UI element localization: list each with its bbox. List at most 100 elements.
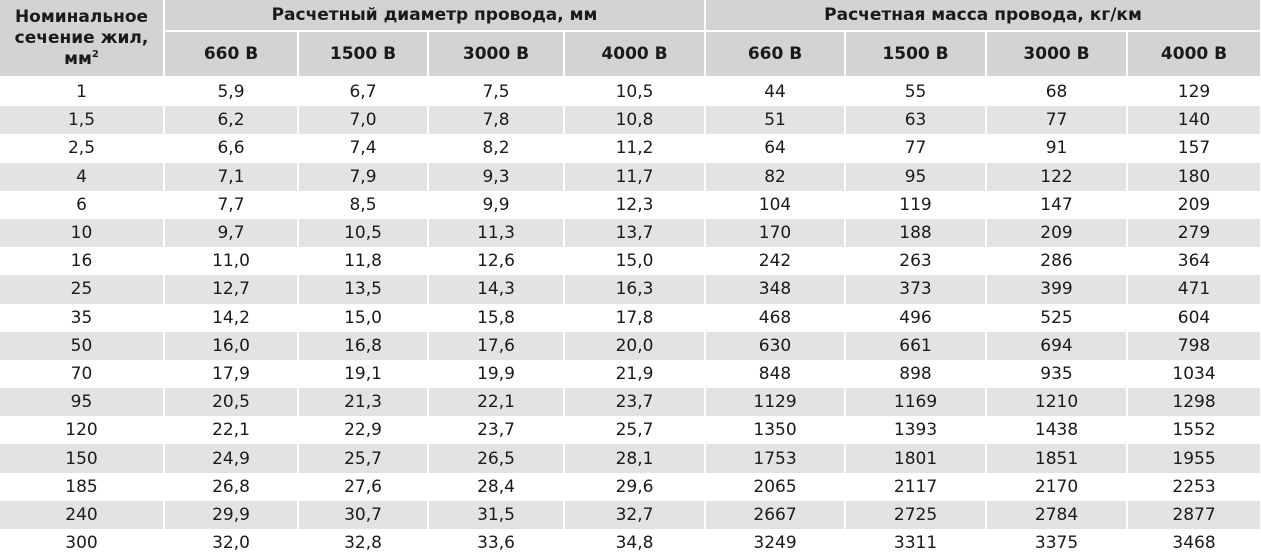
- diameter-cell: 14,3: [428, 275, 565, 304]
- mass-cell: 1552: [1127, 416, 1261, 445]
- diameter-voltage-header: 4000 В: [564, 31, 707, 78]
- table-row: 95 20,5 21,3 22,1 23,7 1129 1169 1210 1298: [0, 388, 1261, 417]
- table-row: 120 22,1 22,9 23,7 25,7 1350 1393 1438 1552: [0, 416, 1261, 445]
- mass-cell: 1210: [986, 388, 1129, 417]
- diameter-cell: 17,6: [428, 331, 565, 360]
- section-cell: 10: [0, 218, 165, 248]
- section-cell: 50: [0, 331, 165, 360]
- diameter-cell: 10,8: [564, 106, 707, 135]
- mass-cell: 3468: [1127, 529, 1261, 557]
- section-cell: 6: [0, 190, 165, 219]
- table-row: 50 16,0 16,8 17,6 20,0 630 661 694 798: [0, 331, 1261, 360]
- section-cell: 1,5: [0, 106, 165, 135]
- mass-cell: 1034: [1127, 359, 1261, 389]
- table-row: 16 11,0 11,8 12,6 15,0 242 263 286 364: [0, 247, 1261, 276]
- section-cell: 70: [0, 359, 165, 389]
- diameter-cell: 23,7: [428, 416, 565, 445]
- section-cell: 4: [0, 162, 165, 191]
- diameter-cell: 9,9: [428, 190, 565, 219]
- diameter-cell: 19,1: [298, 359, 429, 389]
- diameter-cell: 17,8: [564, 303, 707, 332]
- diameter-cell: 9,7: [164, 218, 299, 248]
- mass-cell: 140: [1127, 106, 1261, 135]
- table-row: 70 17,9 19,1 19,9 21,9 848 898 935 1034: [0, 359, 1261, 389]
- mass-cell: 2117: [845, 472, 988, 501]
- mass-cell: 44: [705, 77, 847, 107]
- mass-cell: 242: [705, 247, 847, 276]
- corner-unit-superscript: 2: [91, 48, 99, 60]
- diameter-cell: 7,0: [298, 106, 429, 135]
- table-row: 25 12,7 13,5 14,3 16,3 348 373 399 471: [0, 275, 1261, 304]
- section-cell: 240: [0, 500, 165, 529]
- mass-voltage-header: 3000 В: [986, 31, 1129, 78]
- mass-cell: 348: [705, 275, 847, 304]
- mass-cell: 364: [1127, 247, 1261, 276]
- mass-cell: 147: [986, 190, 1129, 219]
- diameter-cell: 7,1: [164, 162, 299, 191]
- table-row: 240 29,9 30,7 31,5 32,7 2667 2725 2784 2877: [0, 500, 1261, 529]
- diameter-cell: 12,6: [428, 247, 565, 276]
- mass-cell: 3311: [845, 529, 988, 557]
- diameter-cell: 30,7: [298, 500, 429, 529]
- mass-cell: 468: [705, 303, 847, 332]
- mass-cell: 471: [1127, 275, 1261, 304]
- mass-cell: 209: [1127, 190, 1261, 219]
- diameter-cell: 6,6: [164, 134, 299, 163]
- mass-cell: 1955: [1127, 444, 1261, 473]
- mass-cell: 64: [705, 134, 847, 163]
- diameter-cell: 15,0: [298, 303, 429, 332]
- mass-cell: 104: [705, 190, 847, 219]
- table-body: 1 5,9 6,7 7,5 10,5 44 55 68 129 1,5 6,2 7,0 7,8 10,8 5…: [0, 77, 1261, 557]
- mass-cell: 279: [1127, 218, 1261, 248]
- mass-cell: 68: [986, 77, 1129, 107]
- diameter-cell: 7,4: [298, 134, 429, 163]
- diameter-cell: 22,1: [164, 416, 299, 445]
- diameter-cell: 20,5: [164, 388, 299, 417]
- mass-voltage-header: 1500 В: [845, 31, 988, 78]
- diameter-cell: 11,8: [298, 247, 429, 276]
- mass-cell: 3249: [705, 529, 847, 557]
- diameter-cell: 11,0: [164, 247, 299, 276]
- diameter-cell: 21,3: [298, 388, 429, 417]
- section-cell: 16: [0, 247, 165, 276]
- diameter-cell: 11,7: [564, 162, 707, 191]
- mass-cell: 119: [845, 190, 988, 219]
- mass-cell: 188: [845, 218, 988, 248]
- diameter-voltage-header: 660 В: [164, 31, 299, 78]
- mass-cell: 77: [986, 106, 1129, 135]
- diameter-cell: 29,6: [564, 472, 707, 501]
- mass-cell: 1129: [705, 388, 847, 417]
- table-row: 10 9,7 10,5 11,3 13,7 170 188 209 279: [0, 218, 1261, 248]
- section-cell: 300: [0, 529, 165, 557]
- diameter-cell: 32,7: [564, 500, 707, 529]
- section-cell: 150: [0, 444, 165, 473]
- diameter-cell: 23,7: [564, 388, 707, 417]
- mass-cell: 77: [845, 134, 988, 163]
- mass-cell: 798: [1127, 331, 1261, 360]
- diameter-cell: 15,0: [564, 247, 707, 276]
- mass-cell: 661: [845, 331, 988, 360]
- mass-cell: 82: [705, 162, 847, 191]
- mass-cell: 2170: [986, 472, 1129, 501]
- diameter-cell: 34,8: [564, 529, 707, 557]
- diameter-cell: 13,5: [298, 275, 429, 304]
- section-cell: 25: [0, 275, 165, 304]
- diameter-cell: 26,5: [428, 444, 565, 473]
- section-cell: 2,5: [0, 134, 165, 163]
- section-cell: 35: [0, 303, 165, 332]
- mass-cell: 3375: [986, 529, 1129, 557]
- diameter-cell: 16,3: [564, 275, 707, 304]
- diameter-cell: 16,8: [298, 331, 429, 360]
- diameter-cell: 11,2: [564, 134, 707, 163]
- table-row: 1 5,9 6,7 7,5 10,5 44 55 68 129: [0, 77, 1261, 107]
- table-header: Номинальное сечение жил, мм2 Расчетный д…: [0, 0, 1261, 78]
- mass-cell: 1801: [845, 444, 988, 473]
- mass-voltage-header: 4000 В: [1127, 31, 1261, 78]
- mass-cell: 1753: [705, 444, 847, 473]
- diameter-cell: 17,9: [164, 359, 299, 389]
- mass-cell: 1298: [1127, 388, 1261, 417]
- mass-cell: 55: [845, 77, 988, 107]
- corner-line-1: Номинальное: [14, 6, 149, 27]
- mass-cell: 399: [986, 275, 1129, 304]
